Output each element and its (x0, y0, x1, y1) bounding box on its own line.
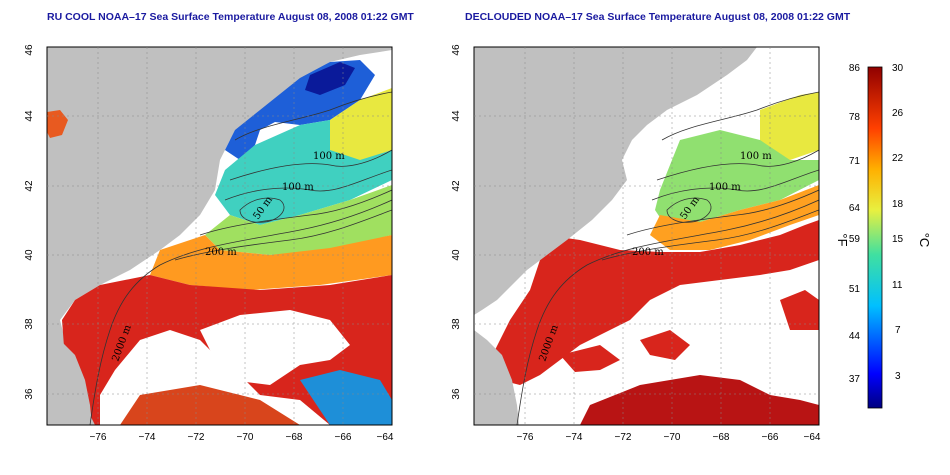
right-lon-axis: −76 −74 −72 −70 −68 −66 −64 (517, 432, 821, 443)
left-contour-label-100m-a: 100 m (313, 151, 345, 162)
right-warm-patch-2 (640, 330, 690, 360)
right-land-south (474, 330, 519, 425)
left-land (47, 47, 330, 315)
colorbar-c-tick: 18 (892, 199, 904, 210)
right-warm-patch-1 (560, 345, 620, 372)
right-bathymetry-contours (516, 91, 819, 425)
right-warm-water-north (495, 220, 819, 385)
left-cloud-patch-1 (200, 310, 350, 385)
colorbar-c-tick: 11 (892, 280, 903, 291)
left-lon-tick: −64 (377, 432, 394, 443)
left-land-south (47, 330, 92, 425)
left-orange-band (150, 235, 392, 290)
right-lon-tick: −64 (804, 432, 821, 443)
colorbar-c-tick: 15 (892, 234, 904, 245)
right-map-frame (473, 46, 820, 426)
left-lon-tick: −70 (237, 432, 254, 443)
left-lon-tick: −68 (286, 432, 303, 443)
left-map-frame (46, 46, 393, 426)
left-lon-tick: −72 (188, 432, 205, 443)
right-lon-tick: −66 (762, 432, 779, 443)
left-lat-tick: 42 (24, 180, 35, 192)
colorbar-f-tick: 86 (849, 63, 861, 74)
left-warm-patch (120, 385, 300, 425)
colorbar-c-tick: 3 (895, 371, 901, 382)
right-lon-tick: −74 (566, 432, 583, 443)
colorbar-c-tick: 7 (895, 325, 901, 336)
right-contour-label-100m-b: 100 m (709, 182, 741, 193)
right-gridlines (474, 47, 819, 425)
left-lat-tick: 46 (24, 44, 35, 56)
colorbar-celsius-unit: °C (917, 233, 932, 248)
left-lat-tick: 40 (24, 249, 35, 261)
colorbar-gradient (867, 66, 883, 409)
left-contour-label-200m: 200 m (205, 247, 237, 258)
left-lat-tick: 36 (24, 388, 35, 400)
left-yellow-band (330, 88, 392, 160)
right-lat-tick: 44 (451, 110, 462, 122)
colorbar-f-tick: 78 (849, 112, 861, 123)
colorbar-f-tick: 59 (849, 234, 861, 245)
colorbar-f-tick: 71 (849, 156, 861, 167)
right-lon-tick: −76 (517, 432, 534, 443)
right-lat-tick: 40 (451, 249, 462, 261)
right-lon-tick: −70 (664, 432, 681, 443)
left-lon-axis: −76 −74 −72 −70 −68 −66 −64 (90, 432, 394, 443)
colorbar-f-tick: 44 (849, 331, 861, 342)
right-lat-tick: 46 (451, 44, 462, 56)
right-green-band (655, 130, 819, 225)
left-ne-patch (47, 110, 68, 138)
colorbar-f-tick: 37 (849, 374, 861, 385)
right-lat-axis: 36 38 40 42 44 46 (451, 44, 462, 400)
colorbar-f-tick: 64 (849, 203, 861, 214)
left-green-band (205, 185, 392, 255)
left-bathymetry-contours (89, 91, 392, 425)
colorbar-c-tick: 22 (892, 153, 904, 164)
left-coldest-water (305, 62, 355, 95)
left-map: 100 m 100 m 50 m 200 m 2000 m (46, 46, 393, 426)
left-cloud-patch-2 (300, 370, 392, 425)
left-lon-tick: −76 (90, 432, 107, 443)
colorbar-c-tick: 26 (892, 108, 904, 119)
left-lat-axis: 36 38 40 42 44 46 (24, 44, 35, 400)
left-contour-label-100m-b: 100 m (282, 182, 314, 193)
colorbar-f-tick: 51 (849, 284, 861, 295)
right-lat-tick: 42 (451, 180, 462, 192)
colorbar-fahrenheit-unit: °F (835, 233, 850, 246)
right-map: 100 m 100 m 50 m 200 m 2000 m (473, 46, 820, 426)
right-warm-patch-3 (780, 290, 819, 330)
right-orange-band (650, 185, 819, 250)
colorbar: 86 78 71 64 59 51 44 37 30 26 22 18 15 1… (835, 63, 932, 409)
left-gridlines (47, 47, 392, 425)
right-warm-water-south (580, 375, 819, 425)
right-lon-tick: −72 (615, 432, 632, 443)
left-panel-title: RU COOL NOAA–17 Sea Surface Temperature … (47, 11, 414, 23)
right-lat-tick: 38 (451, 318, 462, 330)
left-lon-tick: −66 (335, 432, 352, 443)
right-lon-tick: −68 (713, 432, 730, 443)
right-contour-label-200m: 200 m (632, 247, 664, 258)
left-lat-tick: 38 (24, 318, 35, 330)
right-contour-label-100m-a: 100 m (740, 151, 772, 162)
left-lon-tick: −74 (139, 432, 156, 443)
right-land (474, 47, 757, 315)
right-yellow-band (760, 92, 819, 160)
right-lat-tick: 36 (451, 388, 462, 400)
left-lat-tick: 44 (24, 110, 35, 122)
right-panel-title: DECLOUDED NOAA–17 Sea Surface Temperatur… (465, 11, 851, 23)
colorbar-c-tick: 30 (892, 63, 904, 74)
